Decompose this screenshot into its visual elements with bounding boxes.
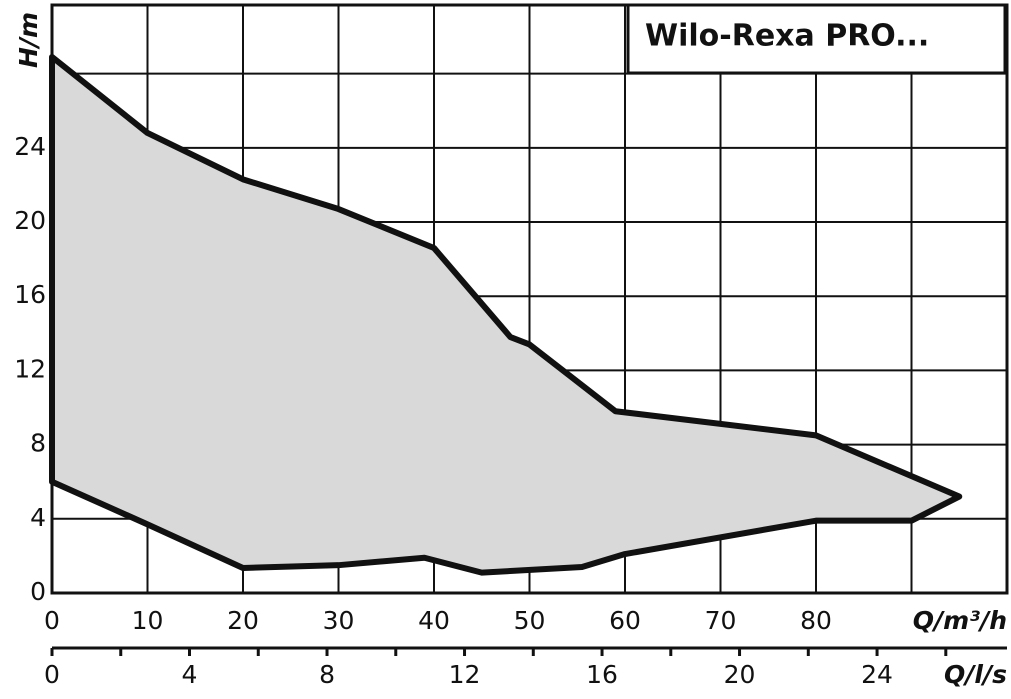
x-tick-label: 0	[44, 606, 60, 635]
x2-tick-label: 24	[861, 660, 893, 689]
x-tick-label: 50	[514, 606, 546, 635]
y-tick-label: 12	[14, 354, 46, 383]
y-tick-label: 24	[14, 132, 46, 161]
y-tick-label: 20	[14, 206, 46, 235]
y-tick-label: 16	[14, 280, 46, 309]
x-tick-label: 60	[609, 606, 641, 635]
area	[49, 53, 963, 576]
y-tick-label: 4	[30, 503, 46, 532]
x-tick-label: 40	[418, 606, 450, 635]
x2-tick-label: 16	[586, 660, 618, 689]
chart-title: Wilo-Rexa PRO...	[645, 19, 929, 54]
x-tick-label: 20	[227, 606, 259, 635]
x-tick-label: 10	[132, 606, 164, 635]
plot-frame	[50, 3, 1009, 595]
x2-tick-label: 20	[724, 660, 756, 689]
x-tick-label: 70	[705, 606, 737, 635]
x-axis-label: Q/m³/h	[913, 606, 1007, 635]
x2-tick-label: 12	[449, 660, 481, 689]
x2-tick-label: 4	[182, 660, 198, 689]
y-axis-label: H/m	[14, 12, 43, 68]
x2-axis-label: Q/l/s	[944, 660, 1007, 689]
x2-tick-label: 8	[319, 660, 335, 689]
x2-tick-label: 0	[44, 660, 60, 689]
x-tick-label: 80	[800, 606, 832, 635]
y-tick-label: 8	[30, 429, 46, 458]
y-tick-label: 0	[30, 577, 46, 606]
x-tick-label: 30	[323, 606, 355, 635]
